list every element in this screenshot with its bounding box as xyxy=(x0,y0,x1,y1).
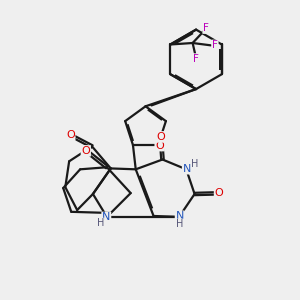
Text: O: O xyxy=(155,141,164,151)
Text: N: N xyxy=(102,212,110,223)
Text: O: O xyxy=(66,130,75,140)
Text: H: H xyxy=(176,219,183,229)
Text: O: O xyxy=(157,132,165,142)
Text: O: O xyxy=(214,188,223,198)
Text: O: O xyxy=(81,146,90,156)
Text: H: H xyxy=(191,159,199,169)
Text: N: N xyxy=(176,211,184,221)
Text: F: F xyxy=(212,40,218,50)
Text: F: F xyxy=(203,23,209,33)
Text: H: H xyxy=(97,218,104,228)
Text: F: F xyxy=(193,54,199,64)
Text: N: N xyxy=(183,164,191,174)
